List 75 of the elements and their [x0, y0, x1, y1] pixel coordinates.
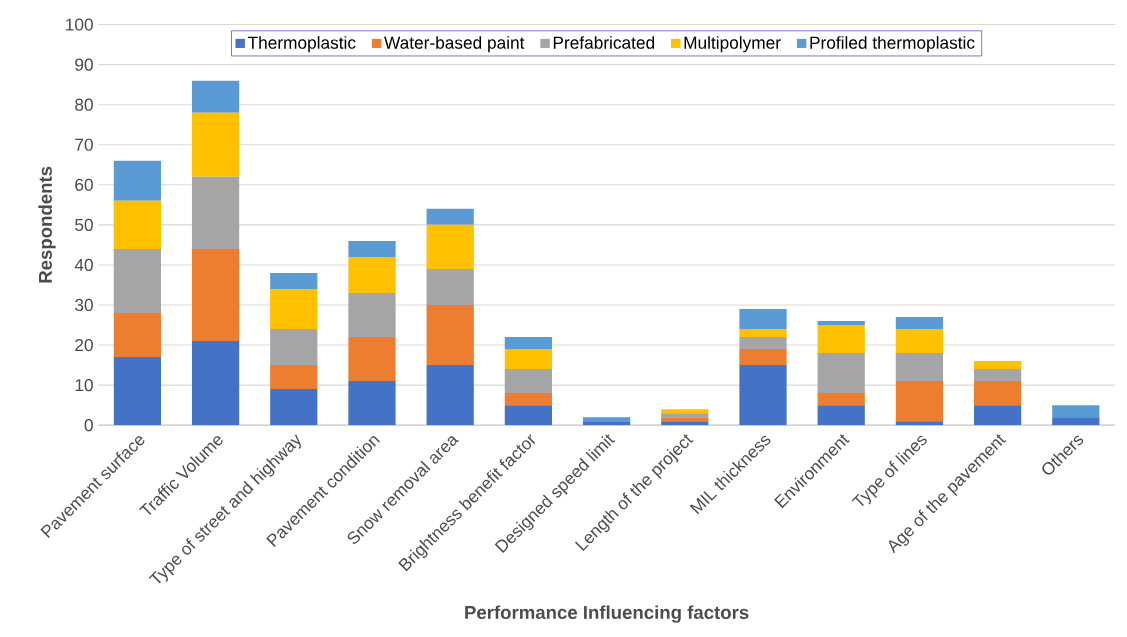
bar	[973, 369, 1022, 382]
bar	[973, 405, 1022, 426]
y-tick-label: 70	[75, 138, 93, 151]
bar	[504, 337, 553, 350]
bar	[348, 337, 396, 382]
bar	[817, 321, 865, 326]
bar	[270, 273, 318, 290]
bar	[817, 393, 865, 406]
bar	[582, 417, 631, 422]
x-axis-title: Performance Influencing factors	[465, 605, 749, 623]
bar	[113, 200, 161, 249]
bar	[739, 309, 787, 330]
bar	[817, 325, 865, 354]
bar	[348, 257, 396, 294]
bar	[661, 417, 709, 422]
bar	[895, 317, 944, 330]
legend-label: Prefabricated	[553, 36, 655, 49]
y-tick-label: 40	[74, 258, 93, 272]
bar	[973, 381, 1022, 406]
bar	[191, 112, 240, 177]
y-tick-label: 30	[75, 298, 93, 312]
bar	[504, 405, 553, 426]
bar	[1052, 405, 1100, 418]
bar	[895, 421, 944, 426]
y-tick-label: 50	[75, 218, 93, 232]
y-axis-title: Respondents	[38, 166, 56, 283]
bar	[817, 353, 865, 394]
bar	[1052, 417, 1100, 426]
bar	[661, 421, 709, 426]
bar	[895, 329, 944, 354]
bar	[895, 381, 944, 422]
bar	[504, 393, 553, 406]
bar	[426, 269, 474, 306]
bar	[348, 381, 396, 426]
legend-label: Thermoplastic	[247, 36, 356, 53]
bar	[270, 365, 318, 390]
bar	[270, 389, 318, 426]
bar	[426, 208, 474, 225]
bar	[739, 365, 787, 426]
bar	[270, 289, 318, 330]
bar	[739, 349, 787, 366]
bar	[113, 249, 161, 314]
bar	[661, 413, 709, 418]
bar	[739, 329, 787, 338]
y-tick-label: 100	[66, 18, 93, 31]
bar	[113, 160, 161, 201]
bar	[426, 224, 474, 270]
bar	[113, 357, 161, 426]
bar	[661, 409, 709, 414]
bar	[973, 361, 1022, 370]
y-tick-label: 20	[75, 339, 93, 352]
bar	[348, 293, 396, 338]
legend-label: Profiled thermoplastic	[810, 36, 975, 53]
bar	[191, 80, 240, 113]
bar	[191, 341, 240, 426]
bar	[504, 369, 553, 394]
bar	[191, 176, 240, 249]
y-tick-label: 0	[84, 419, 93, 432]
y-tick-label: 90	[75, 58, 93, 71]
bar	[348, 240, 396, 258]
bar	[426, 305, 474, 366]
bar	[817, 405, 865, 426]
bar	[191, 249, 240, 342]
legend-label: Water-based paint	[384, 36, 525, 53]
bar	[739, 337, 787, 350]
bar	[426, 365, 474, 426]
y-tick-label: 10	[75, 379, 93, 392]
bar	[270, 329, 318, 366]
legend-label: Multipolymer	[684, 36, 781, 53]
bar	[582, 421, 631, 426]
y-tick-label: 80	[75, 98, 93, 111]
bar	[504, 349, 553, 370]
bar	[113, 313, 161, 358]
bar	[895, 353, 944, 382]
y-tick-label: 60	[75, 178, 93, 192]
